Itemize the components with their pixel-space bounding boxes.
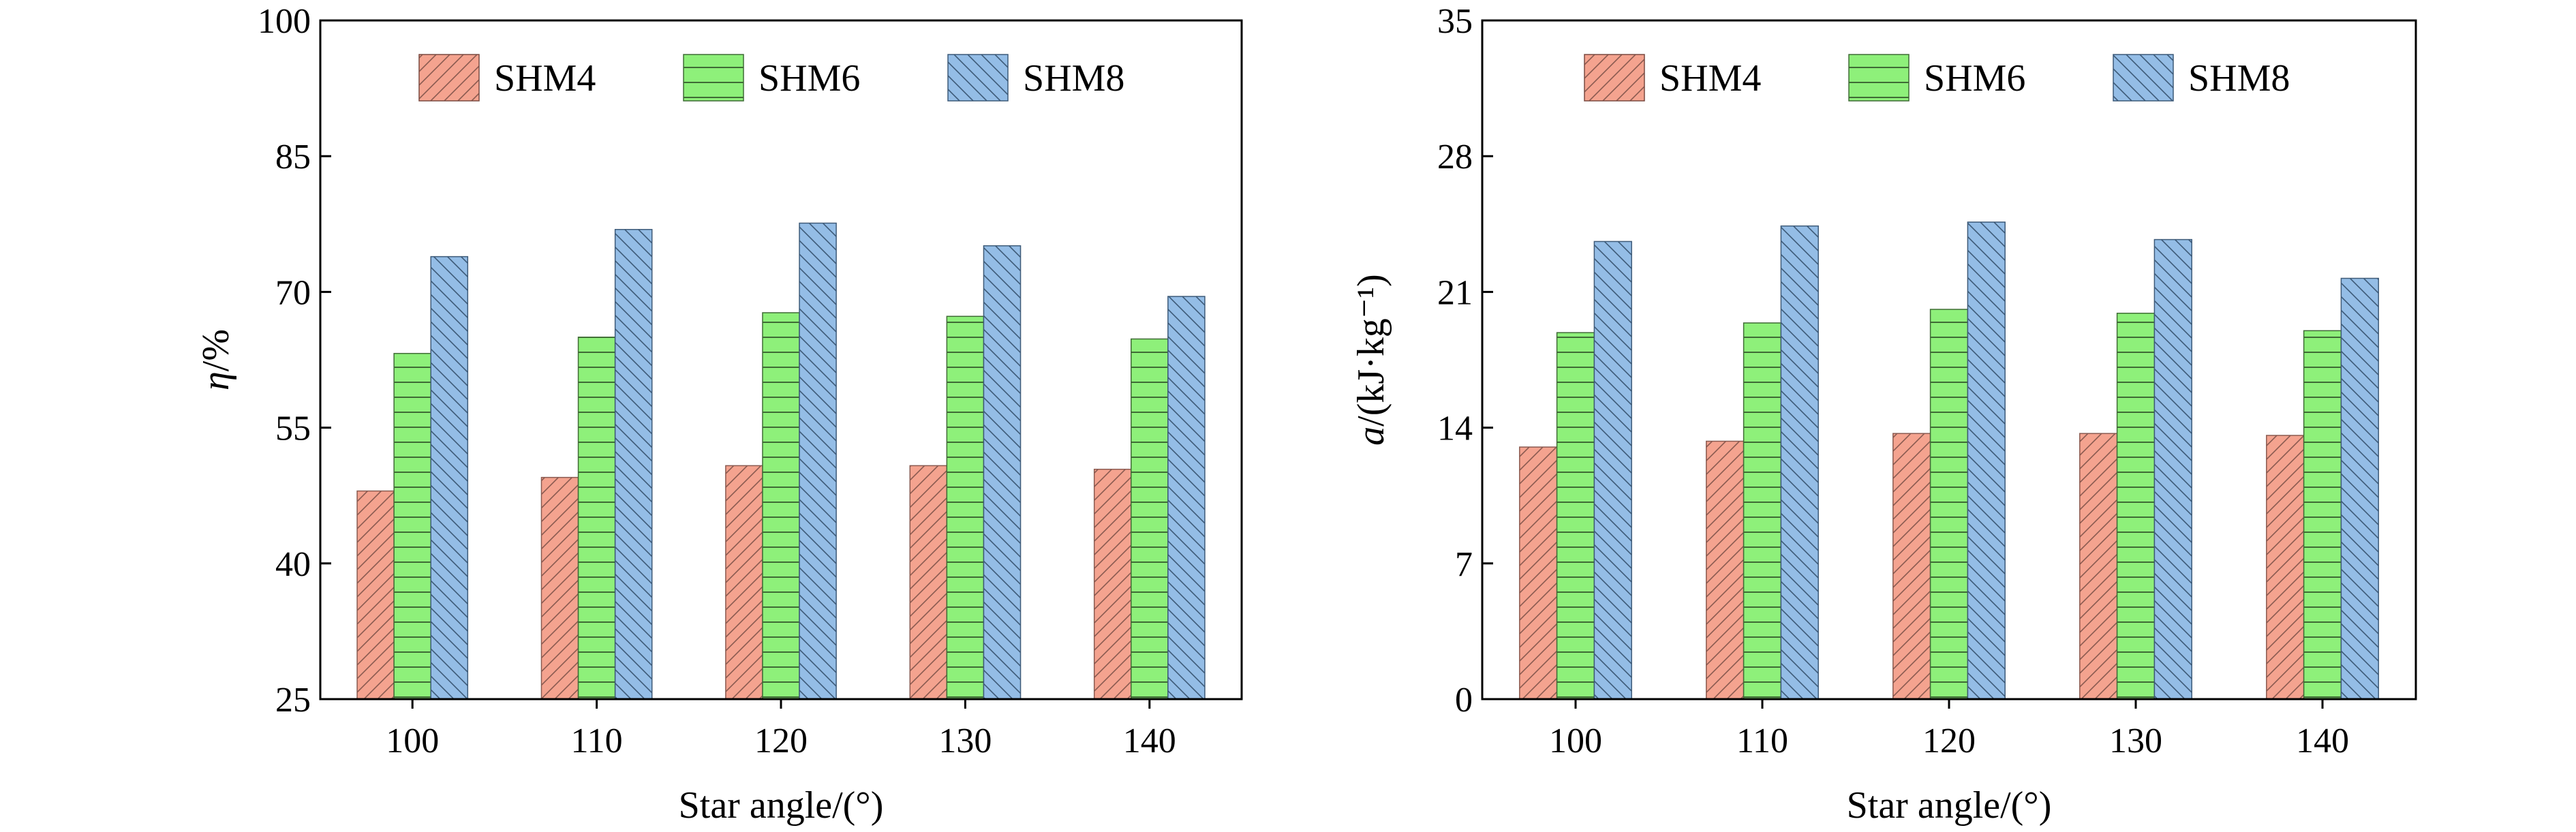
left-bar-shm8-120 bbox=[799, 222, 837, 700]
right-y-axis-symbol: a bbox=[1350, 427, 1392, 446]
left-bar-shm4-140 bbox=[1093, 468, 1132, 700]
right-bar-shm6-140 bbox=[2303, 330, 2342, 700]
right-bar-shm6-130 bbox=[2116, 312, 2156, 700]
right-legend-label-shm6: SHM6 bbox=[1924, 57, 2025, 99]
left-bar-shm4-130 bbox=[909, 465, 948, 700]
left-bar-shm6-140 bbox=[1131, 338, 1169, 700]
left-y-tick-label: 55 bbox=[275, 410, 311, 448]
left-y-ticks: 25 40 55 70 85 100 bbox=[258, 2, 331, 720]
left-bar-shm4-110 bbox=[540, 476, 579, 700]
left-x-tick-label: 140 bbox=[1123, 722, 1176, 760]
left-legend-item-shm8: SHM8 bbox=[947, 54, 1124, 102]
left-legend-label-shm4: SHM4 bbox=[494, 57, 596, 99]
right-bar-shm8-100 bbox=[1593, 241, 1632, 700]
left-bars bbox=[356, 222, 1206, 700]
right-y-tick-label: 35 bbox=[1437, 2, 1473, 41]
left-legend: SHM4 SHM6 SHM8 bbox=[418, 54, 1124, 102]
right-bar-shm4-110 bbox=[1706, 440, 1745, 700]
chart-right: 0 7 14 21 28 35 100 110 120 130 140 Star angle/(°… bbox=[1350, 2, 2417, 827]
left-bar-shm6-110 bbox=[577, 337, 616, 700]
right-y-tick-label: 28 bbox=[1437, 138, 1473, 176]
right-bar-shm4-100 bbox=[1519, 446, 1558, 700]
left-legend-item-shm4: SHM4 bbox=[418, 54, 596, 102]
left-x-ticks: 100 110 120 130 140 bbox=[386, 699, 1176, 760]
right-y-tick-label: 0 bbox=[1455, 681, 1473, 720]
right-y-axis-title: a/(kJ·kg⁻¹) bbox=[1350, 274, 1392, 446]
left-y-tick-label: 85 bbox=[275, 138, 311, 176]
right-legend-swatch-shm6 bbox=[1848, 54, 1910, 102]
right-bar-shm8-110 bbox=[1780, 225, 1819, 700]
left-y-tick-label: 40 bbox=[275, 545, 311, 584]
right-legend-label-shm8: SHM8 bbox=[2188, 57, 2290, 99]
left-y-axis-symbol: η bbox=[195, 371, 237, 390]
left-y-axis-unit: /% bbox=[195, 329, 237, 371]
left-bar-shm8-140 bbox=[1167, 296, 1206, 700]
right-x-ticks: 100 110 120 130 140 bbox=[1549, 699, 2349, 760]
left-y-tick-label: 70 bbox=[275, 273, 311, 312]
right-bar-shm8-130 bbox=[2153, 238, 2192, 700]
left-legend-swatch-shm4 bbox=[418, 54, 480, 102]
left-bar-shm8-110 bbox=[614, 229, 653, 700]
right-legend: SHM4 SHM6 SHM8 bbox=[1584, 54, 2290, 102]
right-bars bbox=[1519, 221, 2379, 700]
left-legend-label-shm8: SHM8 bbox=[1023, 57, 1124, 99]
right-legend-item-shm8: SHM8 bbox=[2113, 54, 2290, 102]
left-y-tick-label: 25 bbox=[275, 681, 311, 720]
right-x-tick-label: 110 bbox=[1736, 722, 1788, 760]
right-bar-shm4-140 bbox=[2266, 435, 2305, 700]
right-y-axis-unit: /(kJ·kg⁻¹) bbox=[1350, 274, 1392, 427]
right-y-tick-label: 21 bbox=[1437, 273, 1473, 312]
left-legend-item-shm6: SHM6 bbox=[683, 54, 860, 102]
left-x-tick-label: 120 bbox=[754, 722, 808, 760]
left-bar-shm4-120 bbox=[725, 465, 763, 700]
left-x-tick-label: 100 bbox=[386, 722, 439, 760]
right-x-axis-title: Star angle/(°) bbox=[1847, 784, 2052, 827]
chart-left: 25 40 55 70 85 100 100 110 120 130 140 Star angle… bbox=[195, 2, 1243, 827]
left-bar-shm8-130 bbox=[983, 245, 1022, 700]
right-legend-label-shm4: SHM4 bbox=[1659, 57, 1761, 99]
left-x-tick-label: 130 bbox=[938, 722, 992, 760]
right-legend-swatch-shm8 bbox=[2113, 54, 2174, 102]
right-legend-item-shm6: SHM6 bbox=[1848, 54, 2025, 102]
left-bar-shm8-100 bbox=[430, 256, 469, 700]
left-bar-shm4-100 bbox=[356, 490, 395, 700]
left-y-axis-title: η/% bbox=[195, 329, 237, 390]
right-x-tick-label: 100 bbox=[1549, 722, 1602, 760]
right-bar-shm4-120 bbox=[1892, 433, 1931, 700]
right-bar-shm8-120 bbox=[1967, 221, 2006, 700]
right-legend-item-shm4: SHM4 bbox=[1584, 54, 1761, 102]
right-bar-shm6-120 bbox=[1929, 309, 1969, 700]
left-bar-shm6-130 bbox=[946, 315, 985, 700]
right-y-ticks: 0 7 14 21 28 35 bbox=[1437, 2, 1493, 720]
left-legend-label-shm6: SHM6 bbox=[758, 57, 860, 99]
right-bar-shm4-130 bbox=[2079, 433, 2118, 700]
right-legend-swatch-shm4 bbox=[1584, 54, 1645, 102]
right-bar-shm6-110 bbox=[1743, 322, 1782, 700]
right-bar-shm8-140 bbox=[2340, 277, 2379, 700]
right-x-tick-label: 120 bbox=[1922, 722, 1976, 760]
right-bar-shm6-100 bbox=[1556, 332, 1595, 700]
left-bar-shm6-100 bbox=[393, 352, 431, 700]
right-x-tick-label: 140 bbox=[2296, 722, 2349, 760]
right-y-tick-label: 14 bbox=[1437, 410, 1473, 448]
left-legend-swatch-shm8 bbox=[947, 54, 1009, 102]
left-legend-swatch-shm6 bbox=[683, 54, 744, 102]
left-bar-shm6-120 bbox=[762, 312, 800, 700]
left-x-tick-label: 110 bbox=[571, 722, 623, 760]
left-y-tick-label: 100 bbox=[258, 2, 311, 41]
left-x-axis-title: Star angle/(°) bbox=[679, 784, 884, 827]
right-x-tick-label: 130 bbox=[2109, 722, 2162, 760]
right-y-tick-label: 7 bbox=[1455, 545, 1473, 584]
